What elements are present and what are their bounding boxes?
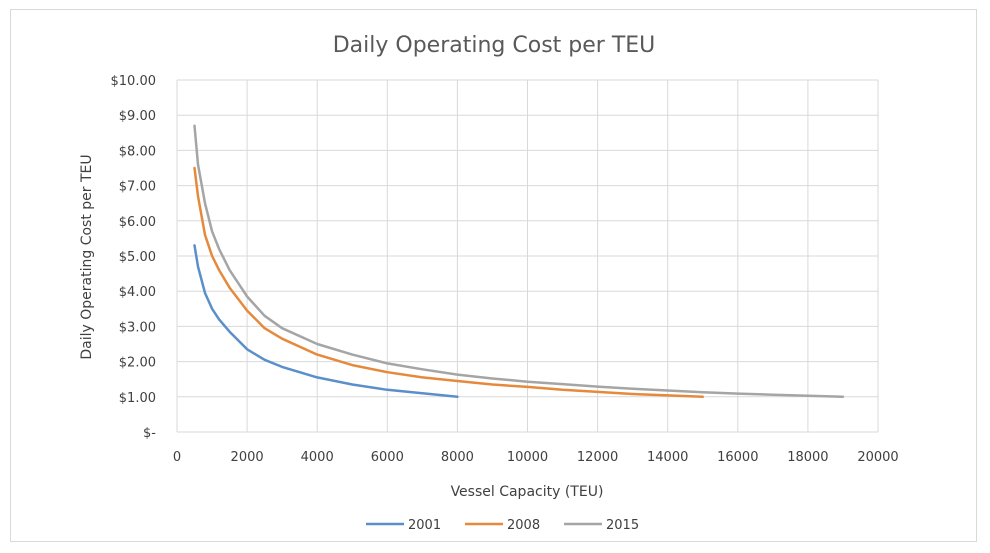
gridlines [176, 79, 879, 433]
series-line-2008 [193, 166, 705, 399]
x-tick-label: 14000 [647, 450, 688, 465]
y-tick-label: $3.00 [119, 320, 156, 335]
legend-label-2015: 2015 [606, 518, 639, 533]
chart-frame [10, 9, 977, 542]
chart-title: Daily Operating Cost per TEU [333, 33, 656, 58]
y-tick-label: $- [143, 426, 156, 441]
y-tick-label: $9.00 [119, 109, 156, 124]
series-lines [193, 124, 845, 399]
series-line-2015 [193, 124, 845, 399]
y-tick-label: $6.00 [119, 215, 156, 230]
y-tick-label: $5.00 [119, 250, 156, 265]
y-tick-label: $1.00 [119, 391, 156, 406]
y-tick-label: $8.00 [119, 144, 156, 159]
legend: 2001 2008 2015 [366, 518, 639, 533]
legend-label-2008: 2008 [507, 518, 540, 533]
y-tick-labels: $- $1.00 $2.00 $3.00 $4.00 $5.00 $6.00 $7.00 $8.… [111, 74, 157, 441]
x-tick-label: 20000 [857, 450, 898, 465]
x-tick-labels: 0 2000 4000 6000 8000 10000 12000 14000 16000 180… [173, 450, 899, 465]
legend-label-2001: 2001 [408, 518, 441, 533]
y-axis-title: Daily Operating Cost per TEU [79, 154, 95, 359]
x-tick-label: 18000 [787, 450, 828, 465]
series-line-2001 [193, 244, 459, 399]
x-axis-title: Vessel Capacity (TEU) [451, 484, 604, 500]
x-tick-label: 10000 [507, 450, 548, 465]
x-tick-label: 8000 [441, 450, 474, 465]
x-tick-label: 16000 [717, 450, 758, 465]
y-tick-label: $2.00 [119, 356, 156, 371]
x-tick-label: 6000 [371, 450, 404, 465]
y-tick-label: $10.00 [111, 74, 157, 89]
y-tick-label: $4.00 [119, 285, 156, 300]
x-tick-label: 12000 [577, 450, 618, 465]
x-tick-label: 0 [173, 450, 181, 465]
x-tick-label: 2000 [231, 450, 264, 465]
x-tick-label: 4000 [301, 450, 334, 465]
y-tick-label: $7.00 [119, 180, 156, 195]
